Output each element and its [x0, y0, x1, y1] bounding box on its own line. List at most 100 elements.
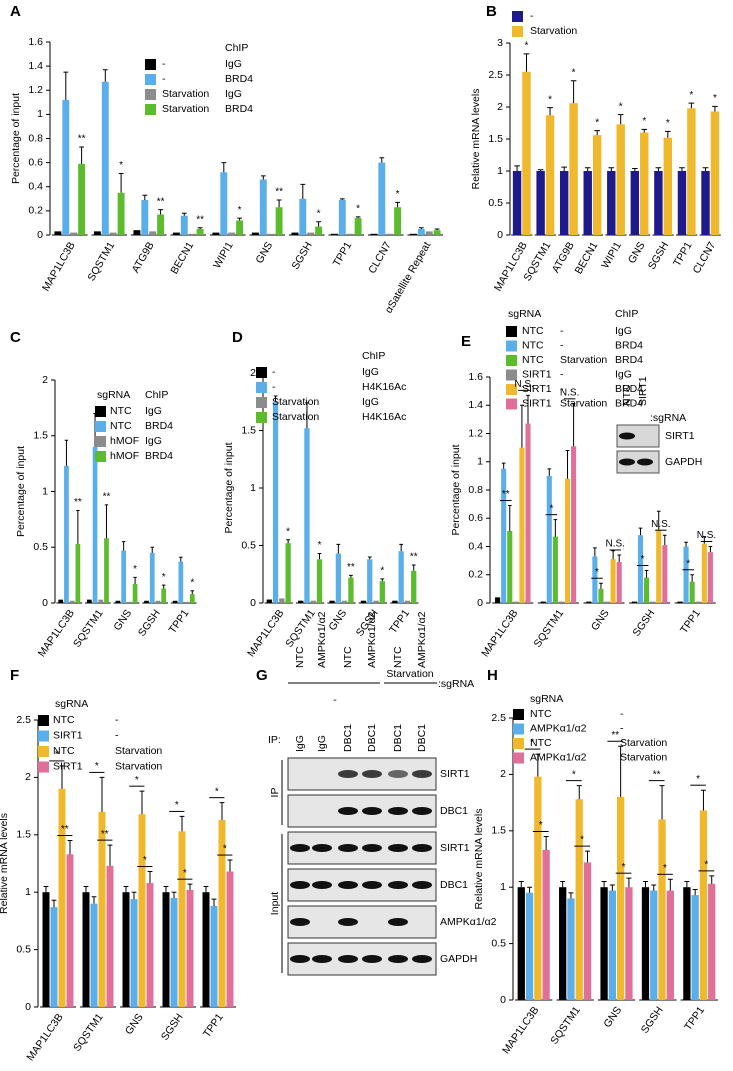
error-bar: [163, 885, 169, 893]
x-tick-label: TPP1: [331, 240, 355, 269]
bar: [411, 570, 417, 603]
bar: [98, 811, 106, 1007]
bar: [583, 171, 592, 235]
bar: [66, 854, 74, 1007]
significance-label: *: [619, 101, 623, 112]
legend-header: ChIP: [145, 389, 168, 401]
y-tick-label: 1.5: [33, 430, 48, 442]
error-bar: [43, 885, 49, 893]
bar: [104, 538, 109, 603]
bar: [106, 865, 114, 1007]
error-bar: [702, 167, 709, 171]
legend-label: NTC: [110, 420, 132, 432]
legend-label: IgG: [362, 396, 379, 408]
y-tick-label: 1.5: [488, 133, 503, 145]
bar: [338, 200, 346, 235]
y-tick-label: 0.5: [16, 943, 31, 955]
legend-label: hMOF: [110, 435, 139, 447]
legend-label: IgG: [145, 435, 162, 447]
error-bar: [59, 765, 65, 789]
significance-label: N.S.: [651, 519, 670, 530]
panel-label: E: [461, 333, 471, 350]
ip-lane-label: IgG: [316, 735, 328, 752]
bar: [677, 601, 683, 603]
blot-band: [312, 955, 332, 963]
x-tick-label: WIPI1: [211, 240, 236, 271]
x-tick-label: MAP1LC3B: [24, 1011, 65, 1063]
bar: [69, 600, 75, 603]
y-axis-label: Relative mRNA levels: [0, 813, 10, 914]
bar: [398, 551, 404, 603]
bar: [545, 115, 555, 235]
legend-label: Starvation: [272, 411, 319, 423]
bar: [58, 599, 64, 603]
lane-label: NTC: [294, 646, 306, 668]
bar: [162, 892, 170, 1007]
significance-label: **: [74, 497, 82, 508]
bar: [567, 898, 575, 1000]
legend-swatch: [256, 367, 267, 378]
bar: [631, 601, 637, 603]
significance-label: *: [356, 204, 360, 215]
bar: [170, 897, 178, 1007]
bar: [558, 601, 564, 603]
bar: [78, 163, 86, 235]
bar: [360, 600, 367, 603]
y-tick-label: 1.6: [468, 371, 483, 383]
legend-label: SIRT1: [522, 397, 552, 409]
lane-label: AMPKα1/α2: [316, 611, 328, 668]
blot-band: [412, 955, 432, 963]
legend-label: -: [560, 383, 564, 395]
error-bar: [626, 877, 632, 888]
legend-label: hMOF: [110, 450, 139, 462]
legend-label: Starvation: [620, 751, 667, 763]
significance-label: **: [78, 134, 86, 145]
legend-label: Starvation: [272, 396, 319, 408]
bar: [228, 232, 236, 235]
y-tick-label: 0.5: [33, 541, 48, 553]
y-axis-label: Relative mRNA levels: [473, 809, 485, 910]
error-bar: [601, 881, 607, 888]
bar: [379, 581, 385, 603]
error-bar: [684, 541, 688, 547]
bar: [386, 233, 394, 235]
legend-label: IgG: [225, 58, 242, 70]
legend-header: sgRNA: [97, 389, 130, 401]
error-bar: [300, 183, 306, 199]
error-bar: [181, 212, 187, 216]
legend-label: BRD4: [225, 103, 253, 115]
bar: [571, 446, 577, 603]
error-bar: [150, 546, 154, 553]
bar: [433, 230, 441, 235]
x-tick-label: SGSH: [639, 1004, 666, 1035]
y-tick-label: 0.4: [468, 540, 483, 552]
y-tick-label: 0.8: [468, 484, 483, 496]
blot-band: [388, 844, 408, 852]
legend-header: sgRNA: [530, 693, 563, 705]
legend-label: Starvation: [530, 25, 577, 37]
x-tick-label: MAP1LC3B: [492, 240, 530, 294]
error-bar: [507, 505, 512, 531]
legend-label: SIRT1: [53, 729, 83, 741]
error-bar: [187, 883, 193, 890]
bar: [329, 600, 335, 603]
bar: [517, 887, 525, 1000]
bar: [392, 600, 398, 603]
y-axis-label: Relative mRNA levels: [470, 89, 482, 190]
legend-label: -: [560, 339, 564, 351]
blot-band: [362, 881, 382, 889]
error-bar: [227, 859, 233, 872]
error-bar: [203, 885, 209, 893]
error-bar: [339, 198, 345, 201]
bar: [149, 231, 157, 235]
y-tick-label: 0: [250, 597, 256, 609]
bar: [188, 233, 196, 235]
bar: [64, 465, 69, 603]
bar: [616, 124, 625, 235]
blot-row-label: AMPKα1/α2: [440, 916, 497, 928]
bar: [218, 819, 226, 1007]
bar: [542, 849, 550, 1000]
bar: [267, 233, 275, 235]
error-bar: [642, 881, 648, 888]
error-bar: [664, 130, 671, 138]
